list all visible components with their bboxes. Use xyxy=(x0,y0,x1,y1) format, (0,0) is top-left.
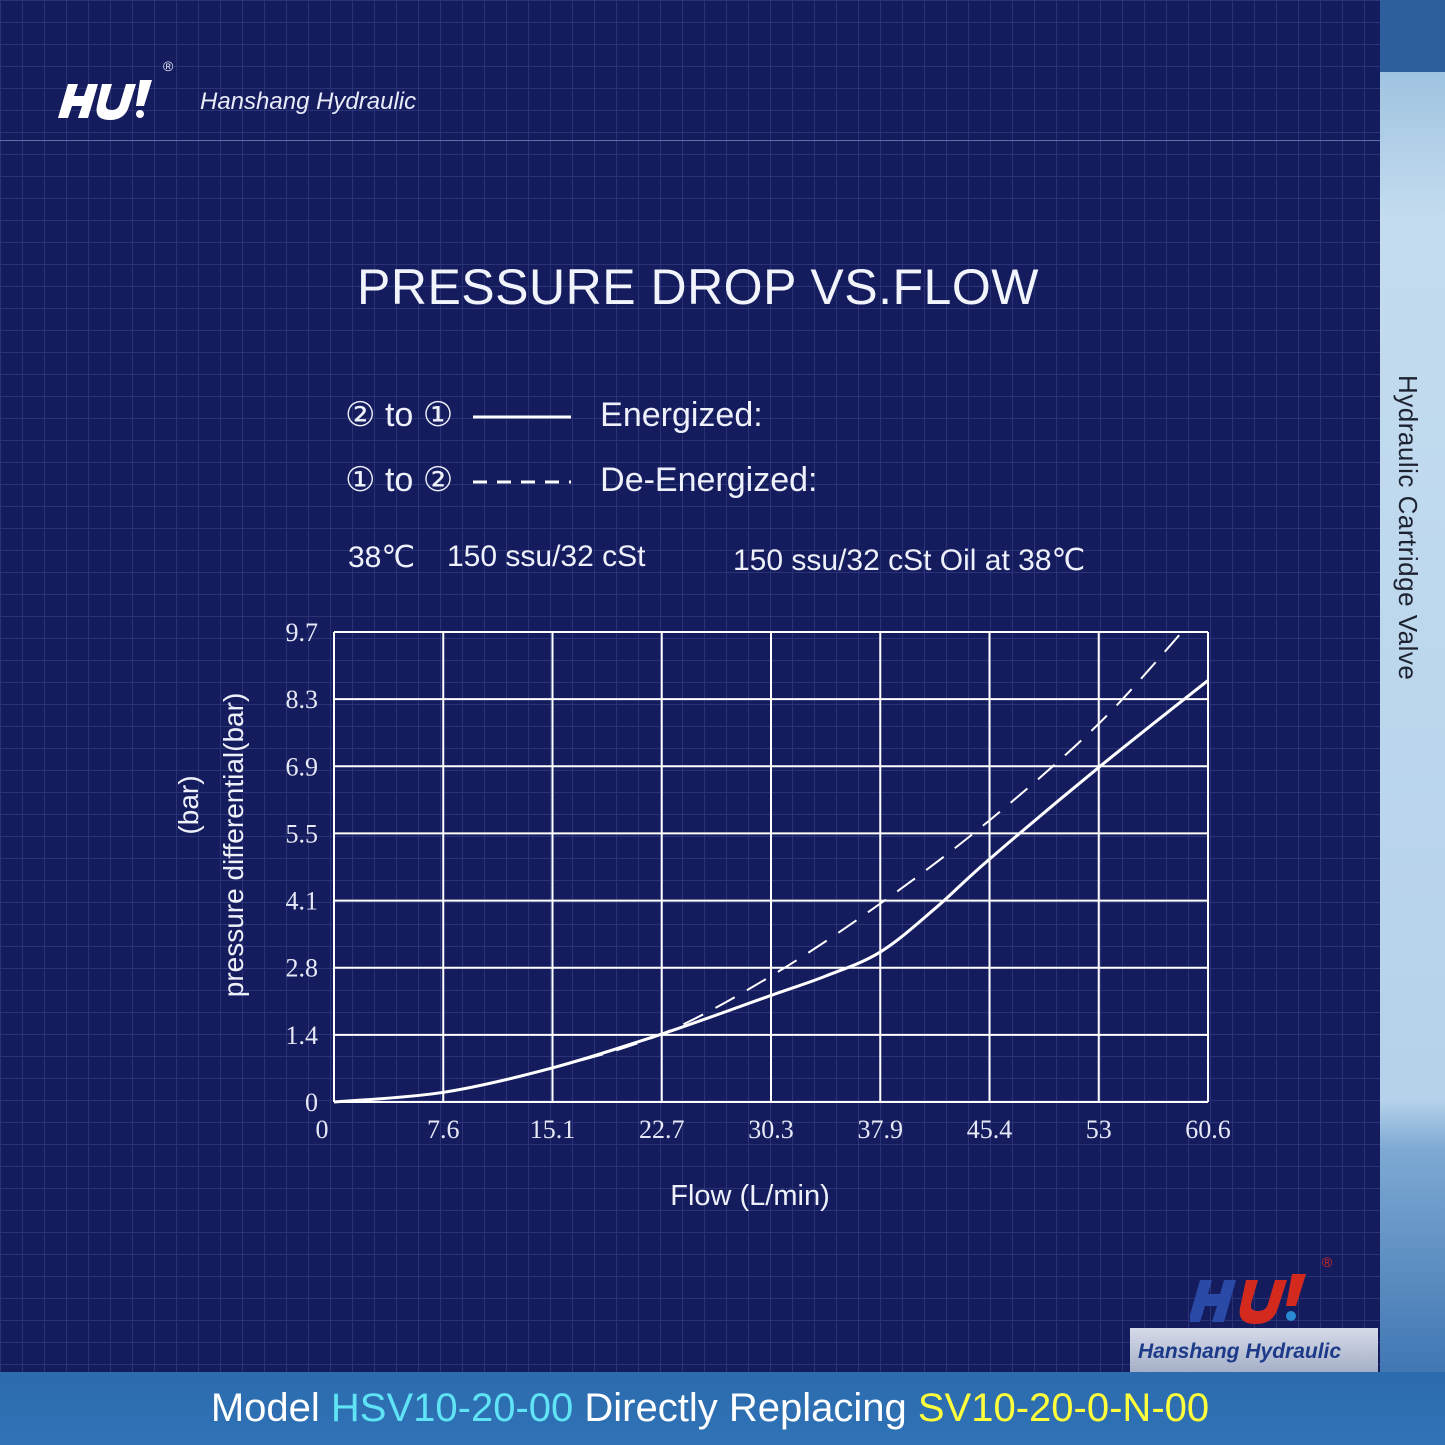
y-axis-label: pressure differential(bar) xyxy=(218,693,249,998)
x-tick-label: 7.6 xyxy=(427,1115,460,1144)
y-tick-label: 6.9 xyxy=(286,752,319,781)
y-tick-label: 0 xyxy=(305,1088,318,1117)
legend-to-word: to xyxy=(384,461,414,499)
chart-series xyxy=(333,631,1209,1104)
chart-grid xyxy=(333,631,1209,1103)
y-tick-label: 2.8 xyxy=(286,954,319,983)
legend-label-energized: Energized: xyxy=(600,396,763,434)
legend-dashed-line xyxy=(472,480,571,484)
brand-name: Hanshang Hydraulic xyxy=(200,88,417,115)
condition-oil: 150 ssu/32 cSt xyxy=(447,540,646,573)
x-tick-label: 15.1 xyxy=(530,1115,576,1144)
legend-from-port: ② xyxy=(345,396,376,434)
brand-logo xyxy=(58,60,158,127)
footer-bar xyxy=(0,1372,1445,1445)
legend-de-energized: ① to ② De-Energized: xyxy=(345,460,817,500)
side-label: Hydraulic Cartridge Valve xyxy=(1393,375,1423,681)
chart-title: PRESSURE DROP VS.FLOW xyxy=(357,259,1039,315)
y-tick-label: 9.7 xyxy=(286,618,319,647)
y-axis-unit: (bar) xyxy=(173,775,204,834)
x-tick-label: 53 xyxy=(1086,1115,1112,1144)
legend-label-de-energized: De-Energized: xyxy=(600,461,818,499)
y-tick-label: 5.5 xyxy=(286,819,319,848)
legend-to-port: ① xyxy=(422,396,454,434)
brand-logo-color xyxy=(1190,1274,1306,1324)
registered-mark: ® xyxy=(163,58,174,74)
series-line-energized xyxy=(333,679,1209,1104)
x-tick-label: 30.3 xyxy=(748,1115,794,1144)
x-tick-label: 37.9 xyxy=(858,1115,904,1144)
legend-from-port: ① xyxy=(345,461,376,499)
legend-to-port: ② xyxy=(422,461,454,499)
y-tick-label: 8.3 xyxy=(286,685,319,714)
legend-energized: ② to ① Energized: xyxy=(345,395,763,435)
series-line-de-energized xyxy=(333,631,1183,1103)
footer-caption: Model HSV10-20-00 Directly Replacing SV1… xyxy=(0,1386,1420,1431)
side-strip-top xyxy=(1380,0,1445,72)
footer-replaces: SV10-20-0-N-00 xyxy=(917,1386,1210,1430)
y-tick-label: 1.4 xyxy=(286,1021,319,1050)
condition-oil-temp: 150 ssu/32 cSt Oil at 38℃ xyxy=(733,544,1086,577)
condition-temp: 38℃ xyxy=(348,541,416,574)
legend-to-word: to xyxy=(384,396,414,434)
x-tick-label: 60.6 xyxy=(1185,1115,1231,1144)
x-tick-label: 45.4 xyxy=(967,1115,1013,1144)
y-tick-label: 4.1 xyxy=(286,887,319,916)
footer-middle: Directly Replacing xyxy=(573,1386,918,1430)
registered-mark: ® xyxy=(1322,1254,1333,1270)
header-divider xyxy=(0,140,1380,141)
brand-logo-badge: ® Hanshang Hydraulic xyxy=(1130,1250,1380,1372)
side-strip xyxy=(1380,0,1445,1445)
x-tick-label: 0 xyxy=(316,1115,329,1144)
chart-ticks: 0 7.6 15.1 22.7 30.3 37.9 45.4 53 60.6 0 1.4 2.8 4.1… xyxy=(286,618,1231,1144)
footer-prefix: Model xyxy=(210,1386,331,1430)
legend-solid-line xyxy=(472,415,571,419)
logo-badge-background xyxy=(1130,1328,1378,1372)
x-axis-label: Flow (L/min) xyxy=(670,1180,830,1212)
footer-model: HSV10-20-00 xyxy=(330,1386,574,1430)
x-tick-label: 22.7 xyxy=(639,1115,685,1144)
logo-badge-name: Hanshang Hydraulic xyxy=(1138,1340,1342,1363)
